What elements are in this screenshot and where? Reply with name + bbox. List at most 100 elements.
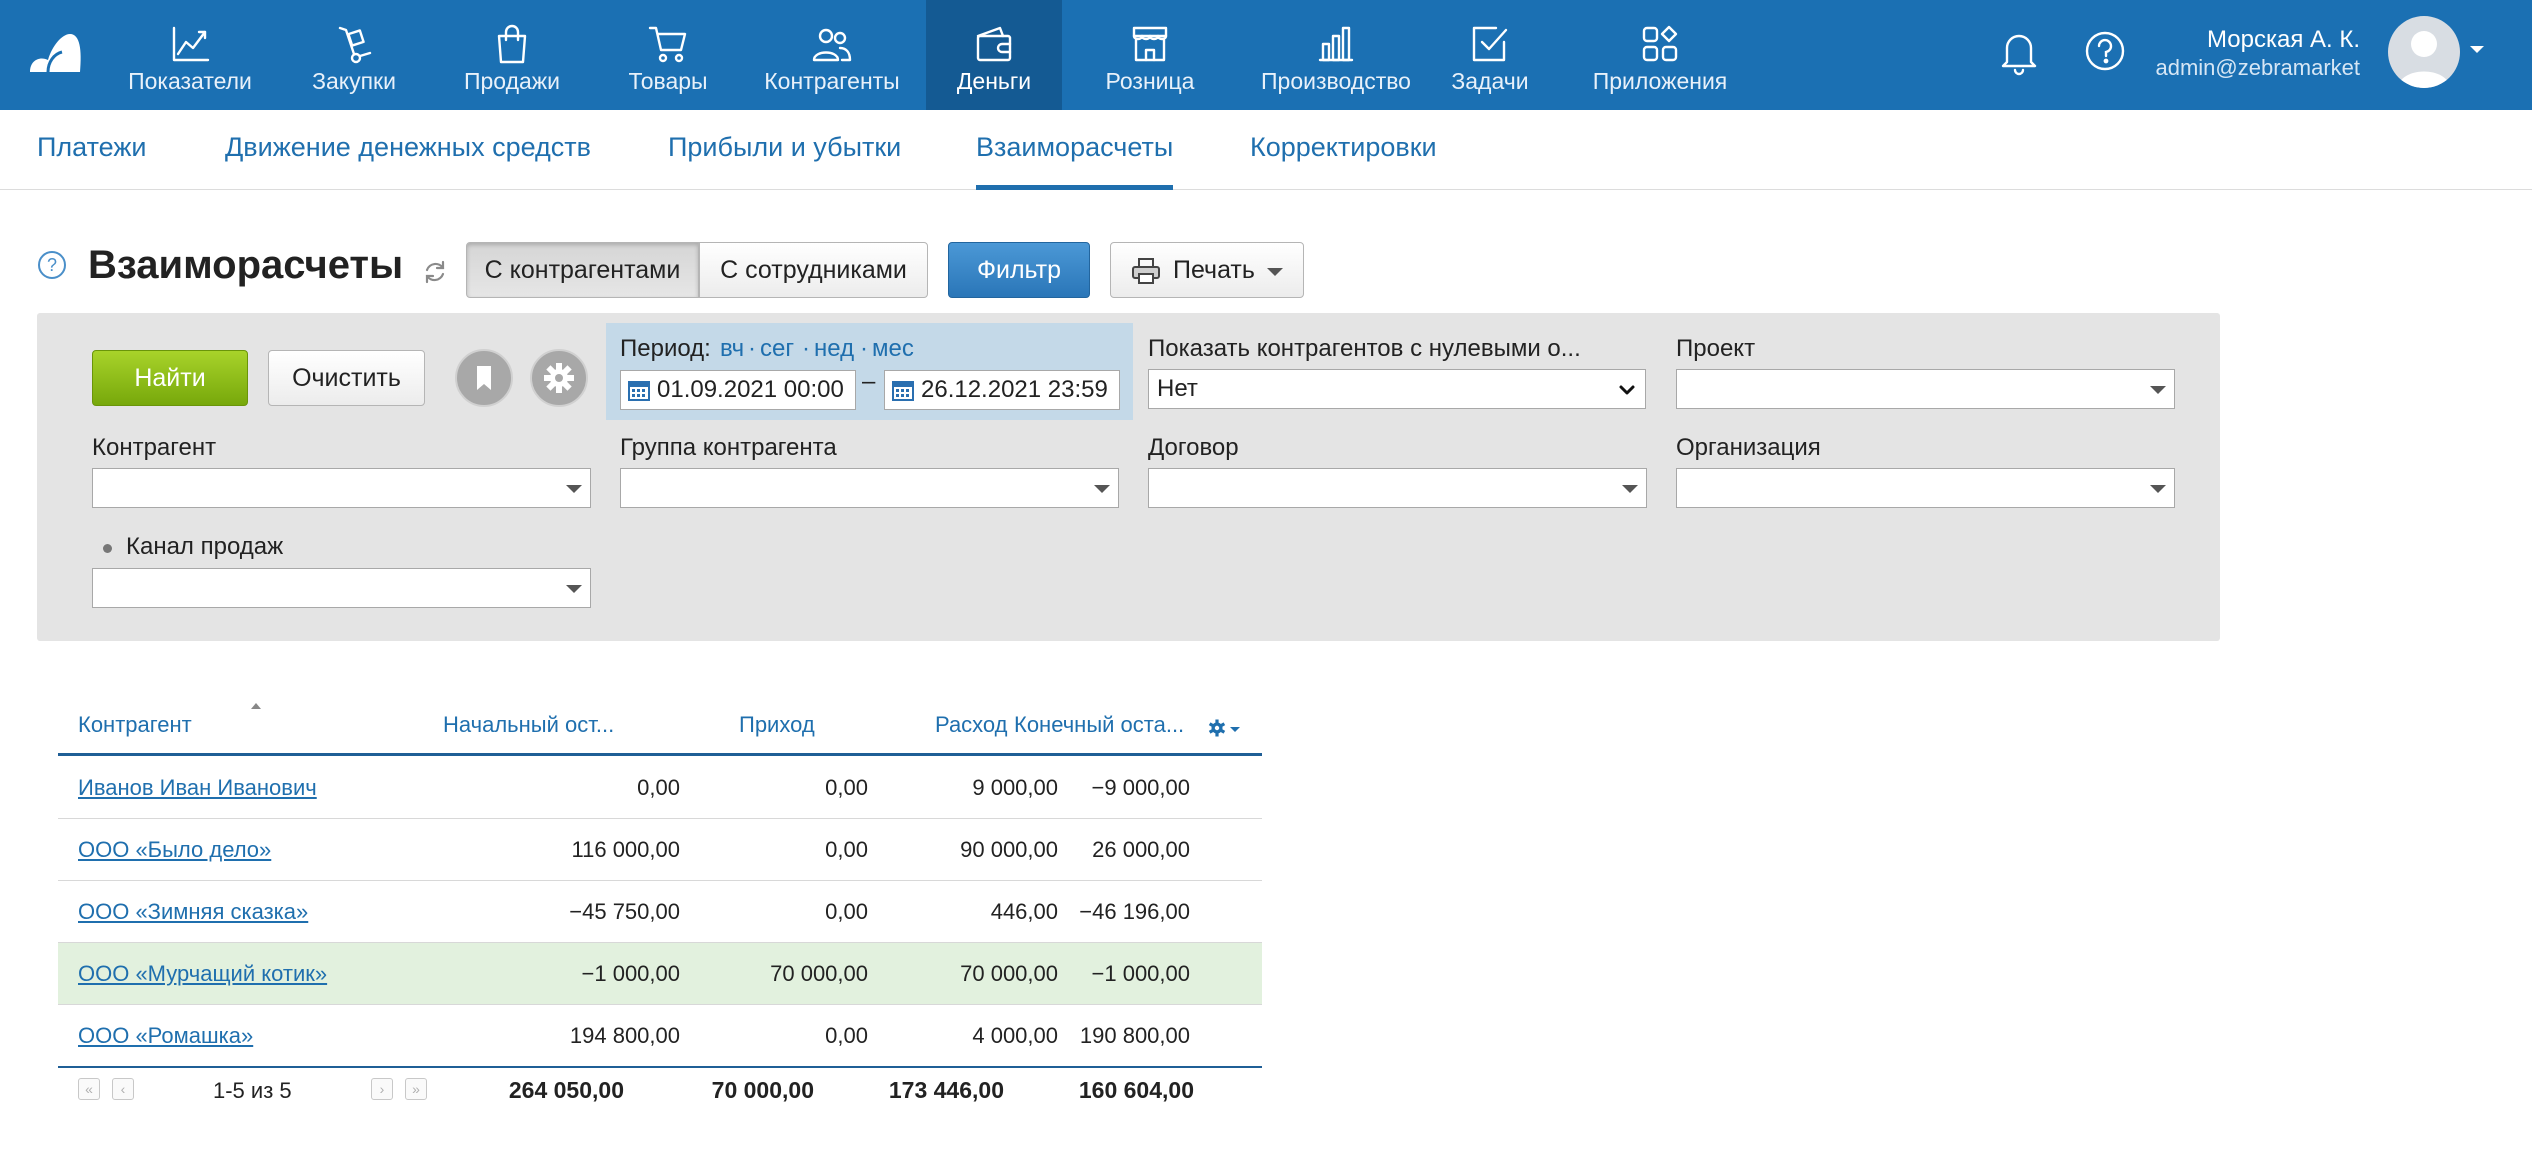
- counterparty-link[interactable]: ООО «Ромашка»: [78, 1023, 254, 1048]
- pagination-info: 1-5 из 5: [213, 1078, 292, 1103]
- chevron-down-icon: [2150, 485, 2166, 493]
- tab-settlements[interactable]: Взаиморасчеты: [976, 110, 1174, 190]
- opening-balance-cell: −1 000,00: [581, 961, 680, 986]
- nav-item-production[interactable]: Производство: [1236, 0, 1436, 110]
- expense-cell: 4 000,00: [972, 1023, 1058, 1048]
- employees-toggle-button[interactable]: С сотрудниками: [699, 242, 928, 298]
- period-label: Период:: [620, 335, 711, 362]
- column-header-opening-balance[interactable]: Начальный ост...: [443, 712, 615, 737]
- filter-button[interactable]: Фильтр: [948, 242, 1090, 298]
- table-row-selected[interactable]: ООО «Мурчащий котик» −1 000,00 70 000,00…: [58, 943, 1262, 1005]
- chevron-down-icon: [2150, 386, 2166, 394]
- period-month-link[interactable]: мес: [872, 335, 914, 362]
- prev-page-icon[interactable]: ‹: [112, 1078, 134, 1100]
- people-icon: [812, 28, 852, 62]
- table-header-divider: [58, 753, 1262, 756]
- help-icon[interactable]: [2083, 29, 2127, 73]
- avatar[interactable]: [2388, 16, 2460, 88]
- counterparty-select[interactable]: [92, 468, 591, 508]
- income-cell: 0,00: [825, 1023, 868, 1048]
- counterparty-link[interactable]: ООО «Зимняя сказка»: [78, 899, 309, 924]
- project-select[interactable]: [1676, 369, 2175, 409]
- nav-item-sales[interactable]: Продажи: [442, 0, 582, 110]
- nav-item-money[interactable]: Деньги: [926, 0, 1062, 110]
- nav-item-purchases[interactable]: Закупки: [282, 0, 426, 110]
- counterparty-link[interactable]: Иванов Иван Иванович: [78, 775, 317, 800]
- nav-item-apps[interactable]: Приложения: [1586, 0, 1734, 110]
- user-menu-caret-icon[interactable]: [2470, 46, 2484, 53]
- tab-payments[interactable]: Платежи: [37, 132, 147, 162]
- table-row[interactable]: ООО «Зимняя сказка» −45 750,00 0,00 446,…: [58, 881, 1262, 943]
- user-name[interactable]: Морская А. К.: [2207, 26, 2360, 53]
- period-yesterday-link[interactable]: вч: [720, 335, 745, 362]
- nav-label: Показатели: [128, 68, 252, 94]
- print-button[interactable]: Печать: [1110, 242, 1304, 298]
- nav-item-indicators[interactable]: Показатели: [112, 0, 268, 110]
- find-button[interactable]: Найти: [92, 350, 248, 406]
- zero-balance-select[interactable]: Нет: [1148, 369, 1646, 409]
- chevron-down-icon: [566, 585, 582, 593]
- cart-icon: [648, 26, 687, 63]
- filter-settings-button[interactable]: [530, 349, 588, 407]
- tab-cash-flow[interactable]: Движение денежных средств: [225, 132, 591, 162]
- last-page-icon[interactable]: »: [405, 1078, 427, 1100]
- date-from-field[interactable]: 01.09.2021 00:00: [620, 370, 856, 410]
- closing-balance-cell: 190 800,00: [1079, 1023, 1190, 1048]
- income-cell: 0,00: [825, 837, 868, 862]
- nav-item-counterparties[interactable]: Контрагенты: [756, 0, 908, 110]
- counterparty-link[interactable]: ООО «Было дело»: [78, 837, 272, 862]
- calendar-icon: [628, 381, 650, 401]
- period-separator: ·: [802, 335, 810, 362]
- contractors-toggle-button[interactable]: С контрагентами: [466, 242, 699, 298]
- nav-label: Деньги: [956, 68, 1032, 94]
- organization-select[interactable]: [1676, 468, 2175, 508]
- sales-channel-label: Канал продаж: [126, 533, 284, 560]
- task-check-icon: [1472, 26, 1508, 62]
- tab-adjustments[interactable]: Корректировки: [1250, 132, 1437, 162]
- contract-label: Договор: [1148, 434, 1239, 461]
- nav-label: Закупки: [312, 68, 396, 94]
- print-label: Печать: [1173, 256, 1255, 284]
- chevron-down-icon: [1094, 485, 1110, 493]
- column-header-expense[interactable]: Расход: [935, 712, 1008, 737]
- nav-label: Розница: [1105, 68, 1195, 94]
- contract-select[interactable]: [1148, 468, 1647, 508]
- date-to-field[interactable]: 26.12.2021 23:59: [884, 370, 1120, 410]
- bell-icon[interactable]: [1997, 28, 2041, 76]
- chevron-down-icon: [566, 485, 582, 493]
- column-header-closing-balance[interactable]: Конечный оста...: [1014, 712, 1185, 737]
- refresh-icon[interactable]: [421, 258, 449, 286]
- user-email[interactable]: admin@zebramarket: [2155, 55, 2360, 80]
- counterparty-link[interactable]: ООО «Мурчащий котик»: [78, 961, 328, 986]
- bookmark-button[interactable]: [455, 349, 513, 407]
- sales-channel-select[interactable]: [92, 568, 591, 608]
- chevron-down-icon[interactable]: [1230, 727, 1240, 732]
- expense-cell: 70 000,00: [960, 961, 1058, 986]
- clear-button[interactable]: Очистить: [268, 350, 425, 406]
- table-row[interactable]: ООО «Ромашка» 194 800,00 0,00 4 000,00 1…: [58, 1005, 1262, 1067]
- nav-item-tasks[interactable]: Задачи: [1446, 0, 1534, 110]
- app-logo-icon[interactable]: [26, 30, 84, 74]
- column-settings-icon[interactable]: [1208, 719, 1226, 737]
- page-help-icon[interactable]: ?: [38, 251, 66, 279]
- shopping-bag-icon: [497, 24, 527, 64]
- zero-balance-value: Нет: [1157, 375, 1198, 402]
- organization-label: Организация: [1676, 434, 1821, 461]
- factory-icon: [1318, 26, 1354, 62]
- counterparty-group-select[interactable]: [620, 468, 1119, 508]
- nav-label: Задачи: [1451, 68, 1529, 94]
- period-week-link[interactable]: нед: [814, 335, 855, 362]
- expense-cell: 446,00: [990, 899, 1058, 924]
- column-header-counterparty[interactable]: Контрагент: [78, 712, 192, 737]
- sub-navbar: Платежи Движение денежных средств Прибыл…: [0, 110, 2532, 190]
- first-page-icon[interactable]: «: [78, 1078, 100, 1100]
- tab-profit-loss[interactable]: Прибыли и убытки: [668, 132, 902, 162]
- period-today-link[interactable]: сег: [760, 335, 795, 362]
- table-row[interactable]: Иванов Иван Иванович 0,00 0,00 9 000,00 …: [58, 757, 1262, 819]
- column-header-income[interactable]: Приход: [739, 712, 815, 737]
- nav-item-goods[interactable]: Товары: [598, 0, 738, 110]
- nav-item-retail[interactable]: Розница: [1080, 0, 1220, 110]
- next-page-icon[interactable]: ›: [371, 1078, 393, 1100]
- table-row[interactable]: ООО «Было дело» 116 000,00 0,00 90 000,0…: [58, 819, 1262, 881]
- project-label: Проект: [1676, 335, 1756, 362]
